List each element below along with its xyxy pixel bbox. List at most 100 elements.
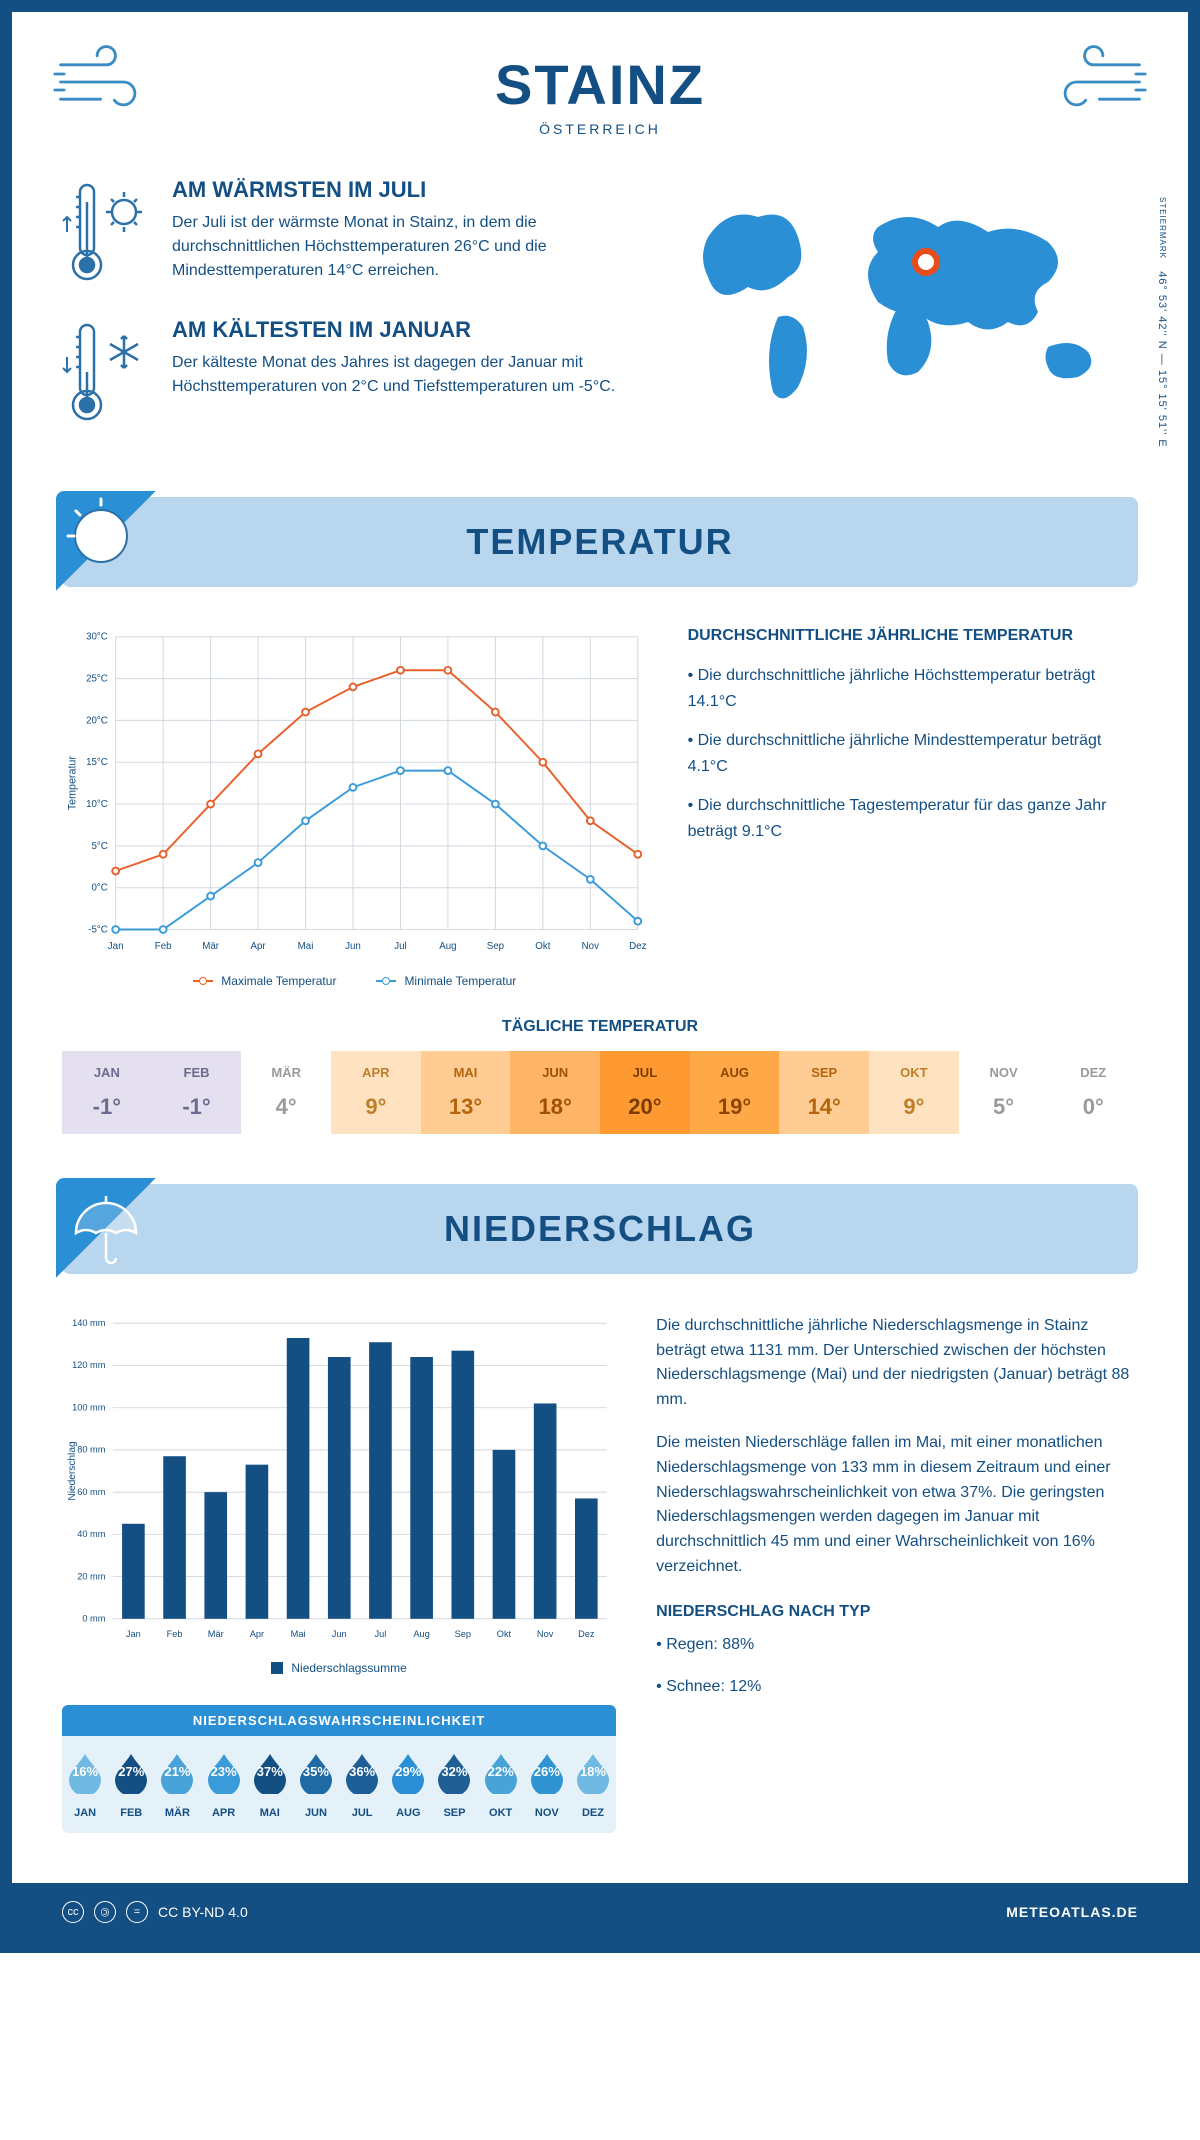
footer: cc 🄯 = CC BY-ND 4.0 METEOATLAS.DE [12, 1883, 1188, 1941]
month-cell: AUG19° [690, 1051, 780, 1134]
svg-text:Okt: Okt [535, 941, 550, 952]
temp-text-heading: DURCHSCHNITTLICHE JÄHRLICHE TEMPERATUR [688, 627, 1138, 645]
svg-text:140 mm: 140 mm [72, 1318, 106, 1328]
prob-cell: 22%OKT [478, 1736, 524, 1833]
wind-icon [1028, 42, 1148, 122]
cc-icon: cc [62, 1901, 84, 1923]
prob-cell: 26%NOV [524, 1736, 570, 1833]
month-cell: OKT9° [869, 1051, 959, 1134]
month-cell: DEZ0° [1048, 1051, 1138, 1134]
svg-text:Jun: Jun [332, 1629, 347, 1639]
prob-cell: 27%FEB [108, 1736, 154, 1833]
precip-type-heading: NIEDERSCHLAG NACH TYP [656, 1600, 1138, 1625]
svg-text:20°C: 20°C [86, 715, 108, 726]
svg-text:Dez: Dez [629, 941, 646, 952]
month-cell: JAN-1° [62, 1051, 152, 1134]
svg-text:Apr: Apr [250, 1629, 264, 1639]
svg-text:0°C: 0°C [91, 883, 107, 894]
prob-cell: 37%MAI [247, 1736, 293, 1833]
page-subtitle: ÖSTERREICH [62, 121, 1138, 137]
precip-text-1: Die durchschnittliche jährliche Niedersc… [656, 1314, 1138, 1413]
svg-text:10°C: 10°C [86, 799, 108, 810]
daily-temp-title: TÄGLICHE TEMPERATUR [62, 1018, 1138, 1036]
license-text: CC BY-ND 4.0 [158, 1904, 248, 1920]
prob-cell: 29%AUG [385, 1736, 431, 1833]
svg-text:-5°C: -5°C [88, 924, 108, 935]
svg-text:60 mm: 60 mm [77, 1487, 105, 1497]
warmest-text: Der Juli ist der wärmste Monat in Stainz… [172, 211, 638, 283]
prob-cell: 23%APR [201, 1736, 247, 1833]
svg-text:Jun: Jun [345, 941, 361, 952]
warmest-fact: AM WÄRMSTEN IM JULI Der Juli ist der wär… [62, 177, 638, 287]
prob-cell: 16%JAN [62, 1736, 108, 1833]
svg-text:Aug: Aug [413, 1629, 429, 1639]
svg-text:Aug: Aug [439, 941, 456, 952]
svg-text:Sep: Sep [455, 1629, 471, 1639]
prob-cell: 18%DEZ [570, 1736, 616, 1833]
coldest-text: Der kälteste Monat des Jahres ist dagege… [172, 351, 638, 399]
svg-text:Mär: Mär [202, 941, 220, 952]
svg-text:5°C: 5°C [91, 841, 107, 852]
svg-text:Jan: Jan [126, 1629, 141, 1639]
coldest-title: AM KÄLTESTEN IM JANUAR [172, 317, 638, 343]
thermometer-snow-icon [62, 317, 152, 427]
svg-text:Mai: Mai [298, 941, 314, 952]
month-cell: JUN18° [510, 1051, 600, 1134]
world-map: STEIERMARK 46° 53' 42'' N — 15° 15' 51''… [678, 177, 1138, 457]
month-cell: MÄR4° [241, 1051, 331, 1134]
prob-cell: 36%JUL [339, 1736, 385, 1833]
svg-text:Nov: Nov [537, 1629, 554, 1639]
umbrella-icon [56, 1178, 156, 1278]
site-name: METEOATLAS.DE [1006, 1904, 1138, 1920]
temperature-line-chart: -5°C 0°C 5°C 10°C 15°C 20°C 25°C 30°C Jan Feb Mär A… [62, 627, 648, 988]
svg-text:Jul: Jul [394, 941, 406, 952]
coordinates: STEIERMARK 46° 53' 42'' N — 15° 15' 51''… [1156, 197, 1168, 448]
svg-text:Sep: Sep [487, 941, 505, 952]
coldest-fact: AM KÄLTESTEN IM JANUAR Der kälteste Mona… [62, 317, 638, 427]
svg-text:120 mm: 120 mm [72, 1360, 106, 1370]
svg-text:Feb: Feb [167, 1629, 183, 1639]
svg-text:0 mm: 0 mm [82, 1613, 105, 1623]
svg-text:Niederschlag: Niederschlag [67, 1441, 78, 1500]
wind-icon [52, 42, 172, 122]
nd-icon: = [126, 1901, 148, 1923]
svg-text:Nov: Nov [582, 941, 599, 952]
page-title: STAINZ [62, 52, 1138, 117]
month-cell: FEB-1° [152, 1051, 242, 1134]
svg-text:Jul: Jul [375, 1629, 387, 1639]
precip-text-2: Die meisten Niederschläge fallen im Mai,… [656, 1431, 1138, 1580]
temperature-section-header: TEMPERATUR [62, 497, 1138, 587]
month-cell: APR9° [331, 1051, 421, 1134]
header: STAINZ ÖSTERREICH [62, 52, 1138, 137]
svg-text:Mär: Mär [208, 1629, 224, 1639]
daily-temp-grid: JAN-1°FEB-1°MÄR4°APR9°MAI13°JUN18°JUL20°… [62, 1051, 1138, 1134]
svg-text:100 mm: 100 mm [72, 1402, 106, 1412]
month-cell: NOV5° [959, 1051, 1049, 1134]
precipitation-probability-box: NIEDERSCHLAGSWAHRSCHEINLICHKEIT 16%JAN27… [62, 1705, 616, 1833]
svg-text:Feb: Feb [155, 941, 172, 952]
svg-text:Jan: Jan [108, 941, 124, 952]
prob-cell: 35%JUN [293, 1736, 339, 1833]
month-cell: SEP14° [779, 1051, 869, 1134]
svg-text:20 mm: 20 mm [77, 1571, 105, 1581]
svg-text:Temperatur: Temperatur [67, 756, 79, 811]
svg-text:25°C: 25°C [86, 674, 108, 685]
prob-cell: 21%MÄR [154, 1736, 200, 1833]
sun-icon [56, 491, 156, 591]
warmest-title: AM WÄRMSTEN IM JULI [172, 177, 638, 203]
svg-text:30°C: 30°C [86, 632, 108, 643]
month-cell: MAI13° [421, 1051, 511, 1134]
svg-text:Apr: Apr [250, 941, 266, 952]
svg-text:15°C: 15°C [86, 757, 108, 768]
svg-text:Mai: Mai [291, 1629, 306, 1639]
svg-text:Dez: Dez [578, 1629, 595, 1639]
by-icon: 🄯 [94, 1901, 116, 1923]
prob-cell: 32%SEP [431, 1736, 477, 1833]
month-cell: JUL20° [600, 1051, 690, 1134]
svg-text:40 mm: 40 mm [77, 1529, 105, 1539]
svg-text:Okt: Okt [497, 1629, 512, 1639]
precipitation-bar-chart: 0 mm 20 mm 40 mm 60 mm 80 mm 100 mm 120 mm 140 … [62, 1314, 616, 1646]
thermometer-sun-icon [62, 177, 152, 287]
svg-text:80 mm: 80 mm [77, 1444, 105, 1454]
precipitation-section-header: NIEDERSCHLAG [62, 1184, 1138, 1274]
